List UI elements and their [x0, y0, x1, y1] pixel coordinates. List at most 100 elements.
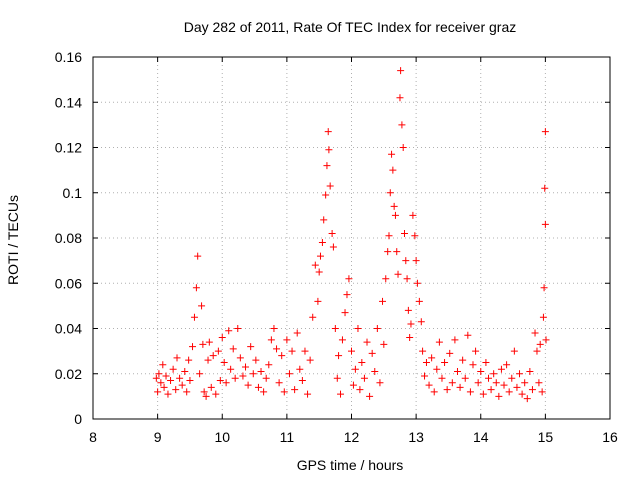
data-point [456, 383, 464, 391]
x-tick-label: 13 [408, 429, 424, 445]
x-tick-label: 10 [214, 429, 230, 445]
data-point [464, 331, 472, 339]
data-point [394, 270, 402, 278]
data-point [400, 229, 408, 237]
data-point [322, 191, 330, 199]
data-point [343, 291, 351, 299]
data-point [205, 338, 213, 346]
data-point [265, 361, 273, 369]
y-tick-label: 0.1 [63, 185, 83, 201]
data-point [497, 365, 505, 373]
data-point [485, 374, 493, 382]
data-point [358, 358, 366, 366]
data-point [214, 347, 222, 355]
data-point [157, 379, 165, 387]
data-point [349, 381, 357, 389]
data-point [513, 383, 521, 391]
data-point [433, 365, 441, 373]
data-point [490, 370, 498, 378]
x-tick-label: 11 [280, 429, 295, 445]
data-point [154, 388, 162, 396]
data-point [164, 390, 172, 398]
data-point [212, 390, 220, 398]
data-point [541, 220, 549, 228]
grid-lines [93, 57, 610, 419]
data-point [337, 390, 345, 398]
data-point [326, 182, 334, 190]
data-point [415, 297, 423, 305]
y-tick-label: 0.16 [55, 49, 82, 65]
data-point [320, 216, 328, 224]
data-point [172, 386, 180, 394]
data-point [469, 361, 477, 369]
data-point [538, 388, 546, 396]
data-point [183, 388, 191, 396]
data-point [218, 334, 226, 342]
data-point [536, 340, 544, 348]
data-point [528, 386, 536, 394]
data-point [448, 379, 456, 387]
data-point [216, 377, 224, 385]
data-point [200, 388, 208, 396]
data-point [304, 390, 312, 398]
data-point [173, 354, 181, 362]
data-point [516, 370, 524, 378]
data-point [466, 388, 474, 396]
data-point [487, 386, 495, 394]
data-point [155, 370, 163, 378]
data-point [244, 381, 252, 389]
x-tick-label: 16 [602, 429, 618, 445]
data-point [376, 379, 384, 387]
data-points [152, 67, 550, 403]
data-point [204, 356, 212, 364]
data-point [257, 367, 265, 375]
data-point [398, 121, 406, 129]
data-point [379, 297, 387, 305]
chart-title: Day 282 of 2011, Rate Of TEC Index for r… [184, 19, 517, 35]
data-point [324, 128, 332, 136]
data-point [341, 309, 349, 317]
data-point [331, 325, 339, 332]
data-point [260, 388, 268, 396]
data-point [249, 370, 257, 378]
data-point [523, 395, 531, 403]
data-point [280, 388, 288, 396]
data-point [338, 336, 346, 344]
y-tick-label: 0 [74, 411, 82, 427]
data-point [411, 232, 419, 240]
data-point [541, 184, 549, 192]
data-point [333, 374, 341, 382]
data-point [160, 383, 168, 391]
data-point [296, 365, 304, 373]
data-point [186, 377, 194, 385]
data-point [396, 94, 404, 102]
data-point [278, 352, 286, 360]
data-point [541, 128, 549, 136]
data-point [406, 334, 414, 342]
data-point [393, 248, 401, 256]
plot-frame [92, 56, 611, 420]
data-point [417, 318, 425, 326]
data-point [315, 268, 323, 276]
y-tick-label: 0.08 [55, 230, 82, 246]
data-point [270, 325, 278, 332]
data-point [316, 252, 324, 260]
data-point [435, 338, 443, 346]
data-point [323, 162, 331, 170]
data-point [371, 367, 379, 375]
data-point [293, 329, 301, 337]
data-point [196, 370, 204, 378]
data-point [403, 275, 411, 283]
data-point [474, 379, 482, 387]
data-point [443, 386, 451, 394]
data-point [222, 379, 230, 387]
data-point [239, 372, 247, 380]
data-point [309, 313, 317, 321]
data-point [518, 390, 526, 398]
data-point [328, 229, 336, 237]
x-tick-label: 9 [154, 429, 162, 445]
data-point [521, 379, 529, 387]
data-point [386, 189, 394, 197]
y-tick-label: 0.02 [55, 366, 82, 382]
data-point [262, 374, 270, 382]
